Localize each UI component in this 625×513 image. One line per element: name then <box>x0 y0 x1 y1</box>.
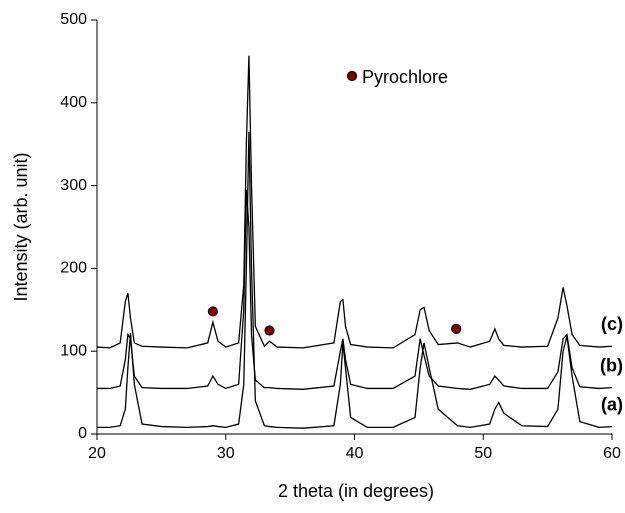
pyrochlore-marker <box>264 325 275 336</box>
series-label: (c) <box>601 314 623 334</box>
x-tick-label: 30 <box>217 445 235 462</box>
legend-marker <box>346 70 358 82</box>
y-tick-label: 100 <box>60 342 87 359</box>
x-axis-label: 2 theta (in degrees) <box>278 481 434 501</box>
x-tick-label: 20 <box>88 445 106 462</box>
x-tick-label: 40 <box>346 445 364 462</box>
x-tick-label: 60 <box>603 445 621 462</box>
series-label: (a) <box>601 394 623 414</box>
y-tick-label: 400 <box>60 94 87 111</box>
series-line <box>96 55 613 349</box>
series-line <box>97 189 613 390</box>
pyrochlore-marker <box>451 323 462 334</box>
legend-label: Pyrochlore <box>362 67 448 87</box>
x-tick-label: 50 <box>474 445 492 462</box>
y-tick-label: 500 <box>60 11 87 28</box>
y-axis-label: Intensity (arb. unit) <box>11 152 31 301</box>
y-tick-label: 0 <box>78 425 87 442</box>
y-tick-label: 300 <box>60 177 87 194</box>
y-tick-label: 200 <box>60 260 87 277</box>
series-label: (b) <box>600 355 623 375</box>
series-line <box>97 131 613 429</box>
pyrochlore-marker <box>207 306 218 317</box>
